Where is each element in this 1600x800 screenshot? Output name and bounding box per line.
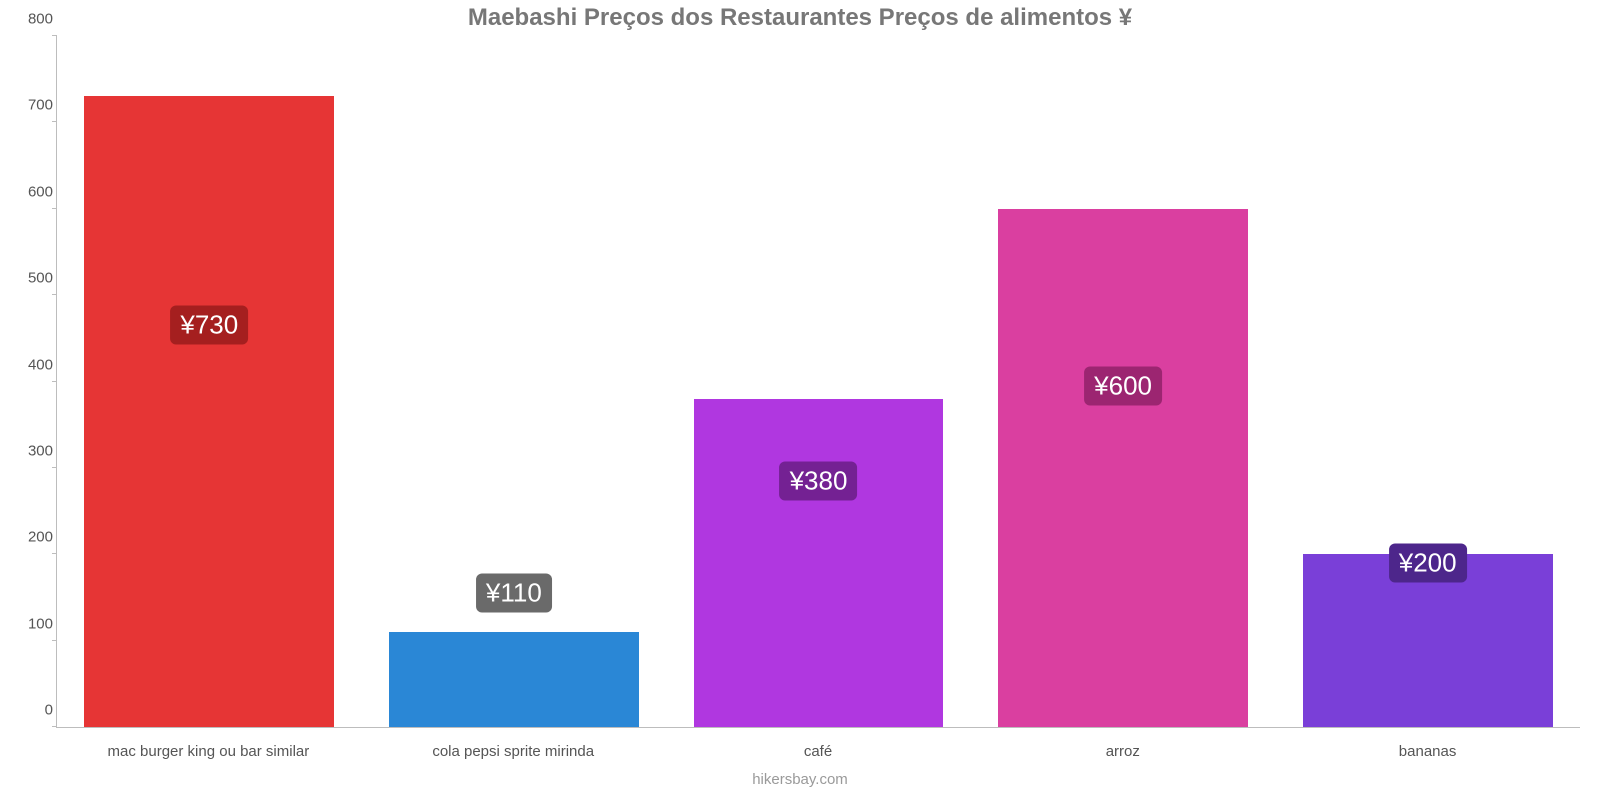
bar-slot: ¥730 <box>57 36 362 727</box>
bar-value-label: ¥110 <box>476 574 552 613</box>
chart-title: Maebashi Preços dos Restaurantes Preços … <box>0 0 1600 32</box>
y-tick-label: 700 <box>13 97 53 114</box>
bar-slot: ¥200 <box>1275 36 1580 727</box>
x-axis-label: bananas <box>1275 743 1580 760</box>
y-tick-label: 300 <box>13 442 53 459</box>
bar-value-label: ¥200 <box>1389 543 1467 582</box>
bar-slot: ¥600 <box>971 36 1276 727</box>
y-tick-label: 800 <box>13 11 53 28</box>
bar <box>694 399 944 727</box>
y-tick-mark <box>52 294 57 295</box>
bar-value-label: ¥600 <box>1084 366 1162 405</box>
bar <box>389 632 639 727</box>
chart-container: Maebashi Preços dos Restaurantes Preços … <box>0 0 1600 800</box>
x-axis-label: mac burger king ou bar similar <box>56 743 361 760</box>
bar-value-label: ¥380 <box>780 461 858 500</box>
y-tick-label: 200 <box>13 529 53 546</box>
plot-area: ¥730¥110¥380¥600¥200 0100200300400500600… <box>56 36 1580 728</box>
bar-slot: ¥110 <box>362 36 667 727</box>
y-tick-mark <box>52 208 57 209</box>
y-tick-mark <box>52 381 57 382</box>
y-tick-mark <box>52 121 57 122</box>
y-tick-label: 0 <box>13 702 53 719</box>
bar-slot: ¥380 <box>666 36 971 727</box>
y-tick-mark <box>52 553 57 554</box>
x-axis-label: café <box>666 743 971 760</box>
y-tick-label: 400 <box>13 356 53 373</box>
x-axis-labels: mac burger king ou bar similarcola pepsi… <box>56 743 1580 760</box>
bar <box>84 96 334 727</box>
bar <box>998 209 1248 727</box>
chart-footer: hikersbay.com <box>0 771 1600 788</box>
x-axis-label: arroz <box>970 743 1275 760</box>
y-tick-label: 600 <box>13 183 53 200</box>
y-tick-mark <box>52 35 57 36</box>
x-axis-label: cola pepsi sprite mirinda <box>361 743 666 760</box>
y-tick-mark <box>52 467 57 468</box>
y-tick-mark <box>52 726 57 727</box>
y-tick-mark <box>52 640 57 641</box>
y-tick-label: 100 <box>13 615 53 632</box>
y-tick-label: 500 <box>13 270 53 287</box>
bar-value-label: ¥730 <box>170 306 248 345</box>
bars-group: ¥730 ¥110 ¥380 ¥600 ¥200 <box>57 36 1580 727</box>
